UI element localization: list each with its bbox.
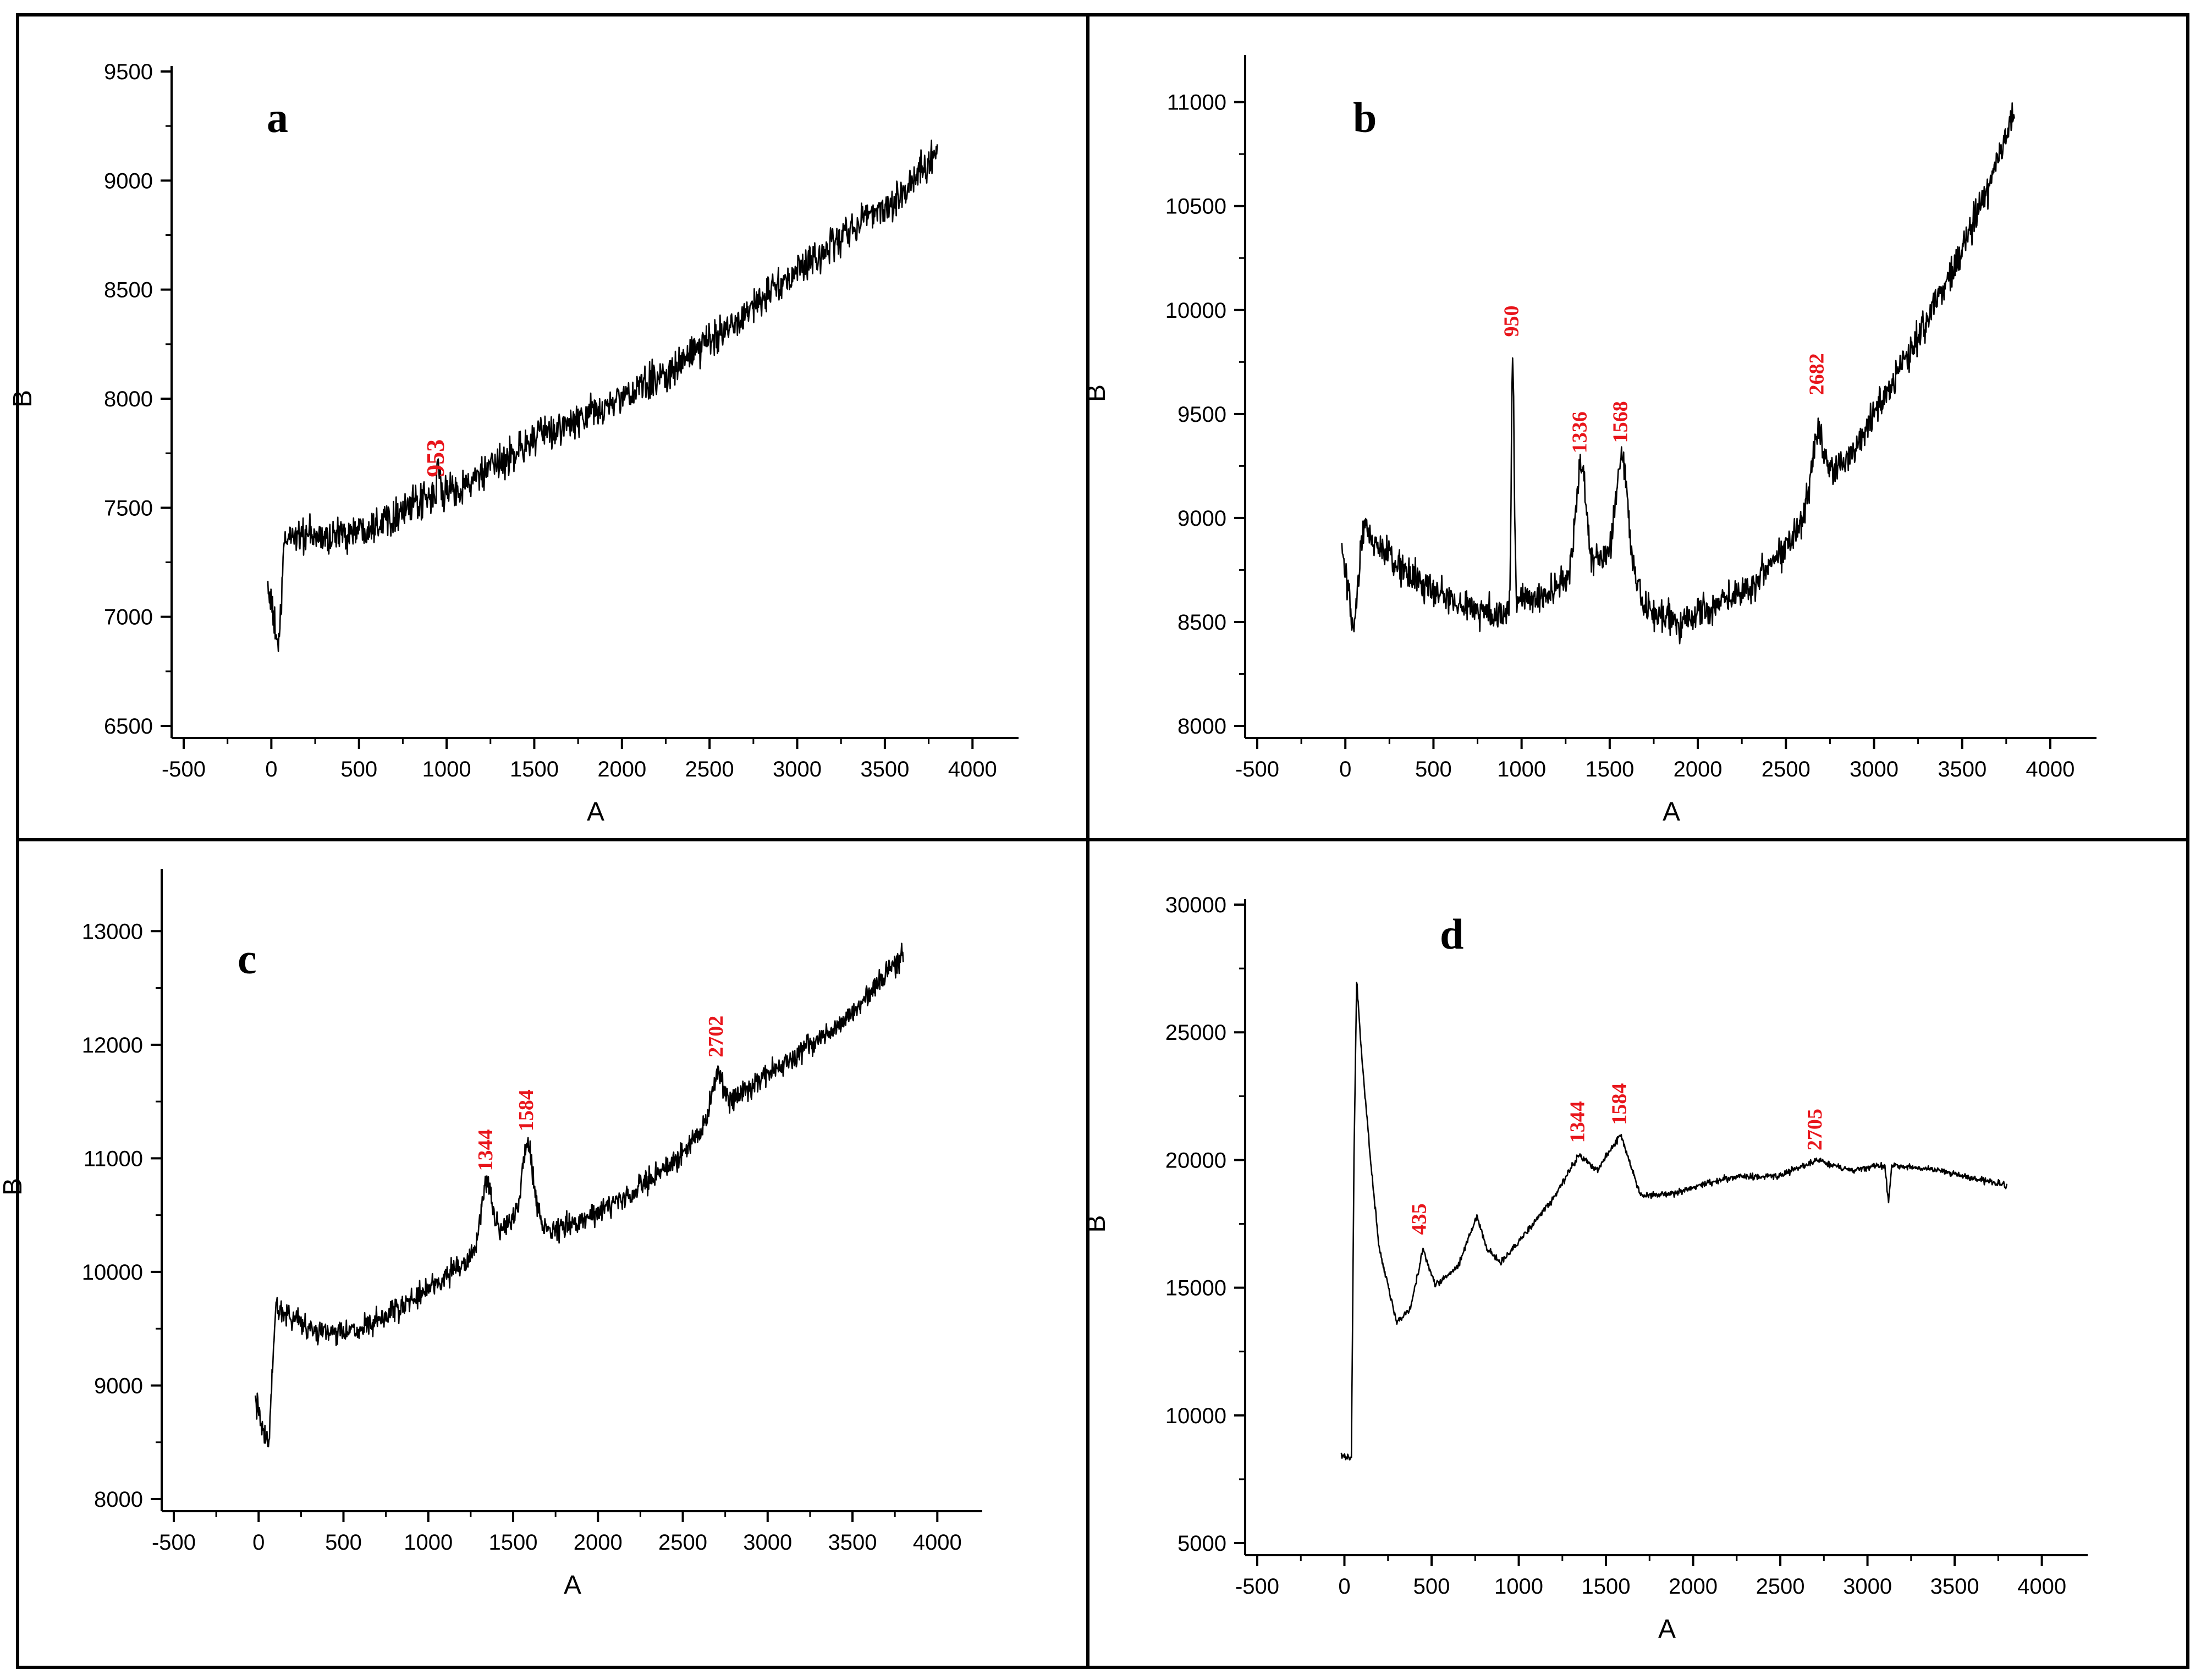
x-tick-label: 4000 bbox=[2017, 1574, 2066, 1599]
peak-annotation: 435 bbox=[1407, 1203, 1430, 1235]
x-tick-label: 1500 bbox=[1585, 757, 1634, 781]
x-tick-label: -500 bbox=[162, 757, 206, 781]
y-tick-label: 25000 bbox=[1165, 1021, 1226, 1045]
x-tick-label: 3000 bbox=[1850, 757, 1899, 781]
x-tick-label: 1500 bbox=[510, 757, 559, 781]
y-axis-title: B bbox=[0, 1178, 27, 1196]
x-tick-label: 0 bbox=[252, 1530, 265, 1555]
y-tick-label: 10500 bbox=[1165, 195, 1226, 219]
x-tick-label: 1000 bbox=[1494, 1574, 1543, 1599]
x-tick-label: 4000 bbox=[948, 757, 997, 781]
y-tick-label: 6500 bbox=[104, 714, 153, 739]
x-tick-label: 4000 bbox=[913, 1530, 962, 1555]
panel-letter: d bbox=[1440, 910, 1463, 958]
panel-letter: b bbox=[1353, 93, 1377, 141]
y-tick-label: 8000 bbox=[104, 387, 153, 411]
y-tick-label: 9000 bbox=[1177, 506, 1226, 531]
peak-annotation: 1568 bbox=[1609, 401, 1632, 443]
panel-letter: c bbox=[238, 935, 257, 983]
x-axis-title: A bbox=[1663, 797, 1680, 827]
y-tick-label: 5000 bbox=[1177, 1532, 1226, 1556]
y-tick-label: 11000 bbox=[84, 1147, 143, 1171]
y-axis-title: B bbox=[8, 390, 37, 407]
y-tick-label: 8000 bbox=[1177, 714, 1226, 739]
y-tick-label: 9500 bbox=[1177, 403, 1226, 427]
x-axis-title: A bbox=[1658, 1615, 1676, 1644]
x-tick-label: 2000 bbox=[1674, 757, 1723, 781]
y-tick-label: 20000 bbox=[1165, 1148, 1226, 1172]
peak-annotation: 2682 bbox=[1806, 353, 1829, 395]
y-tick-label: 11000 bbox=[1167, 91, 1226, 115]
panel-c: -500 0 500 1000 1500 2000 2500 3000 3500 4000 8000… bbox=[0, 869, 982, 1600]
x-tick-label: 2000 bbox=[1669, 1574, 1718, 1599]
x-tick-label: 2500 bbox=[1762, 757, 1811, 781]
x-tick-label: -500 bbox=[152, 1530, 196, 1555]
peak-annotation: 2702 bbox=[705, 1016, 728, 1057]
y-tick-label: 15000 bbox=[1165, 1276, 1226, 1301]
x-tick-label: 3000 bbox=[773, 757, 822, 781]
x-tick-label: -500 bbox=[1235, 757, 1279, 781]
x-tick-label: 500 bbox=[340, 757, 377, 781]
peak-annotation: 950 bbox=[1500, 305, 1523, 337]
spectrum-line bbox=[1341, 102, 2015, 645]
x-tick-label: 3500 bbox=[860, 757, 909, 781]
y-tick-label: 8500 bbox=[104, 278, 153, 302]
y-tick-label: 13000 bbox=[82, 919, 143, 944]
y-tick-label: 7500 bbox=[104, 496, 153, 520]
x-tick-label: 1500 bbox=[1582, 1574, 1631, 1599]
peak-annotation: 1344 bbox=[1566, 1101, 1589, 1143]
y-axis-title: B bbox=[1082, 384, 1111, 402]
peak-annotation: 1344 bbox=[474, 1129, 497, 1171]
x-tick-label: 2000 bbox=[597, 757, 646, 781]
x-tick-label: 2500 bbox=[1756, 1574, 1805, 1599]
x-tick-label: 0 bbox=[1338, 1574, 1350, 1599]
x-tick-label: 2500 bbox=[658, 1530, 707, 1555]
peak-annotation: 1584 bbox=[1608, 1083, 1631, 1125]
x-tick-label: 4000 bbox=[2026, 757, 2075, 781]
y-tick-label: 10000 bbox=[1165, 1404, 1226, 1428]
x-tick-label: 1000 bbox=[404, 1530, 453, 1555]
peak-annotation: 2705 bbox=[1803, 1109, 1826, 1150]
x-tick-label: 0 bbox=[265, 757, 277, 781]
y-tick-label: 10000 bbox=[1165, 299, 1226, 323]
peak-annotation: 1584 bbox=[515, 1089, 538, 1131]
x-tick-label: 3500 bbox=[1938, 757, 1987, 781]
x-tick-label: 500 bbox=[1415, 757, 1452, 781]
x-tick-label: 1000 bbox=[1497, 757, 1546, 781]
y-tick-label: 30000 bbox=[1165, 893, 1226, 917]
panel-b: -500 0 500 1000 1500 2000 2500 3000 3500 4000 8000… bbox=[1082, 55, 2097, 827]
spectrum-line bbox=[267, 139, 938, 652]
y-tick-label: 7000 bbox=[104, 605, 153, 630]
y-tick-label: 9000 bbox=[94, 1374, 143, 1398]
spectrum-line bbox=[254, 943, 904, 1447]
x-tick-label: 1500 bbox=[489, 1530, 538, 1555]
x-tick-label: 3500 bbox=[1930, 1574, 1979, 1599]
x-tick-label: 0 bbox=[1339, 757, 1351, 781]
y-axis-title: B bbox=[1082, 1215, 1111, 1232]
x-tick-label: 2500 bbox=[685, 757, 734, 781]
x-tick-label: 3500 bbox=[828, 1530, 877, 1555]
x-tick-label: 500 bbox=[1413, 1574, 1450, 1599]
spectrum-line bbox=[1340, 982, 2008, 1461]
peak-annotation: 1336 bbox=[1568, 411, 1591, 453]
y-tick-label: 10000 bbox=[82, 1260, 143, 1285]
y-tick-label: 12000 bbox=[82, 1033, 143, 1057]
x-tick-label: 1000 bbox=[422, 757, 471, 781]
panel-a: -500 0 500 1000 1500 2000 2500 3000 3500 4000 6500… bbox=[8, 60, 1019, 827]
y-tick-label: 9500 bbox=[104, 60, 153, 84]
x-tick-label: 2000 bbox=[574, 1530, 623, 1555]
y-tick-label: 9000 bbox=[104, 169, 153, 193]
panel-d: -500 0 500 1000 1500 2000 2500 3000 3500 4000 5000… bbox=[1082, 893, 2088, 1644]
x-tick-label: 3000 bbox=[743, 1530, 792, 1555]
y-tick-label: 8000 bbox=[94, 1488, 143, 1512]
x-axis-title: A bbox=[564, 1571, 581, 1600]
x-tick-label: 500 bbox=[325, 1530, 362, 1555]
peak-annotation: 953 bbox=[421, 439, 449, 477]
y-tick-label: 8500 bbox=[1177, 610, 1226, 635]
panel-letter: a bbox=[267, 93, 288, 141]
x-axis-title: A bbox=[587, 797, 604, 827]
x-tick-label: -500 bbox=[1235, 1574, 1279, 1599]
x-tick-label: 3000 bbox=[1843, 1574, 1892, 1599]
